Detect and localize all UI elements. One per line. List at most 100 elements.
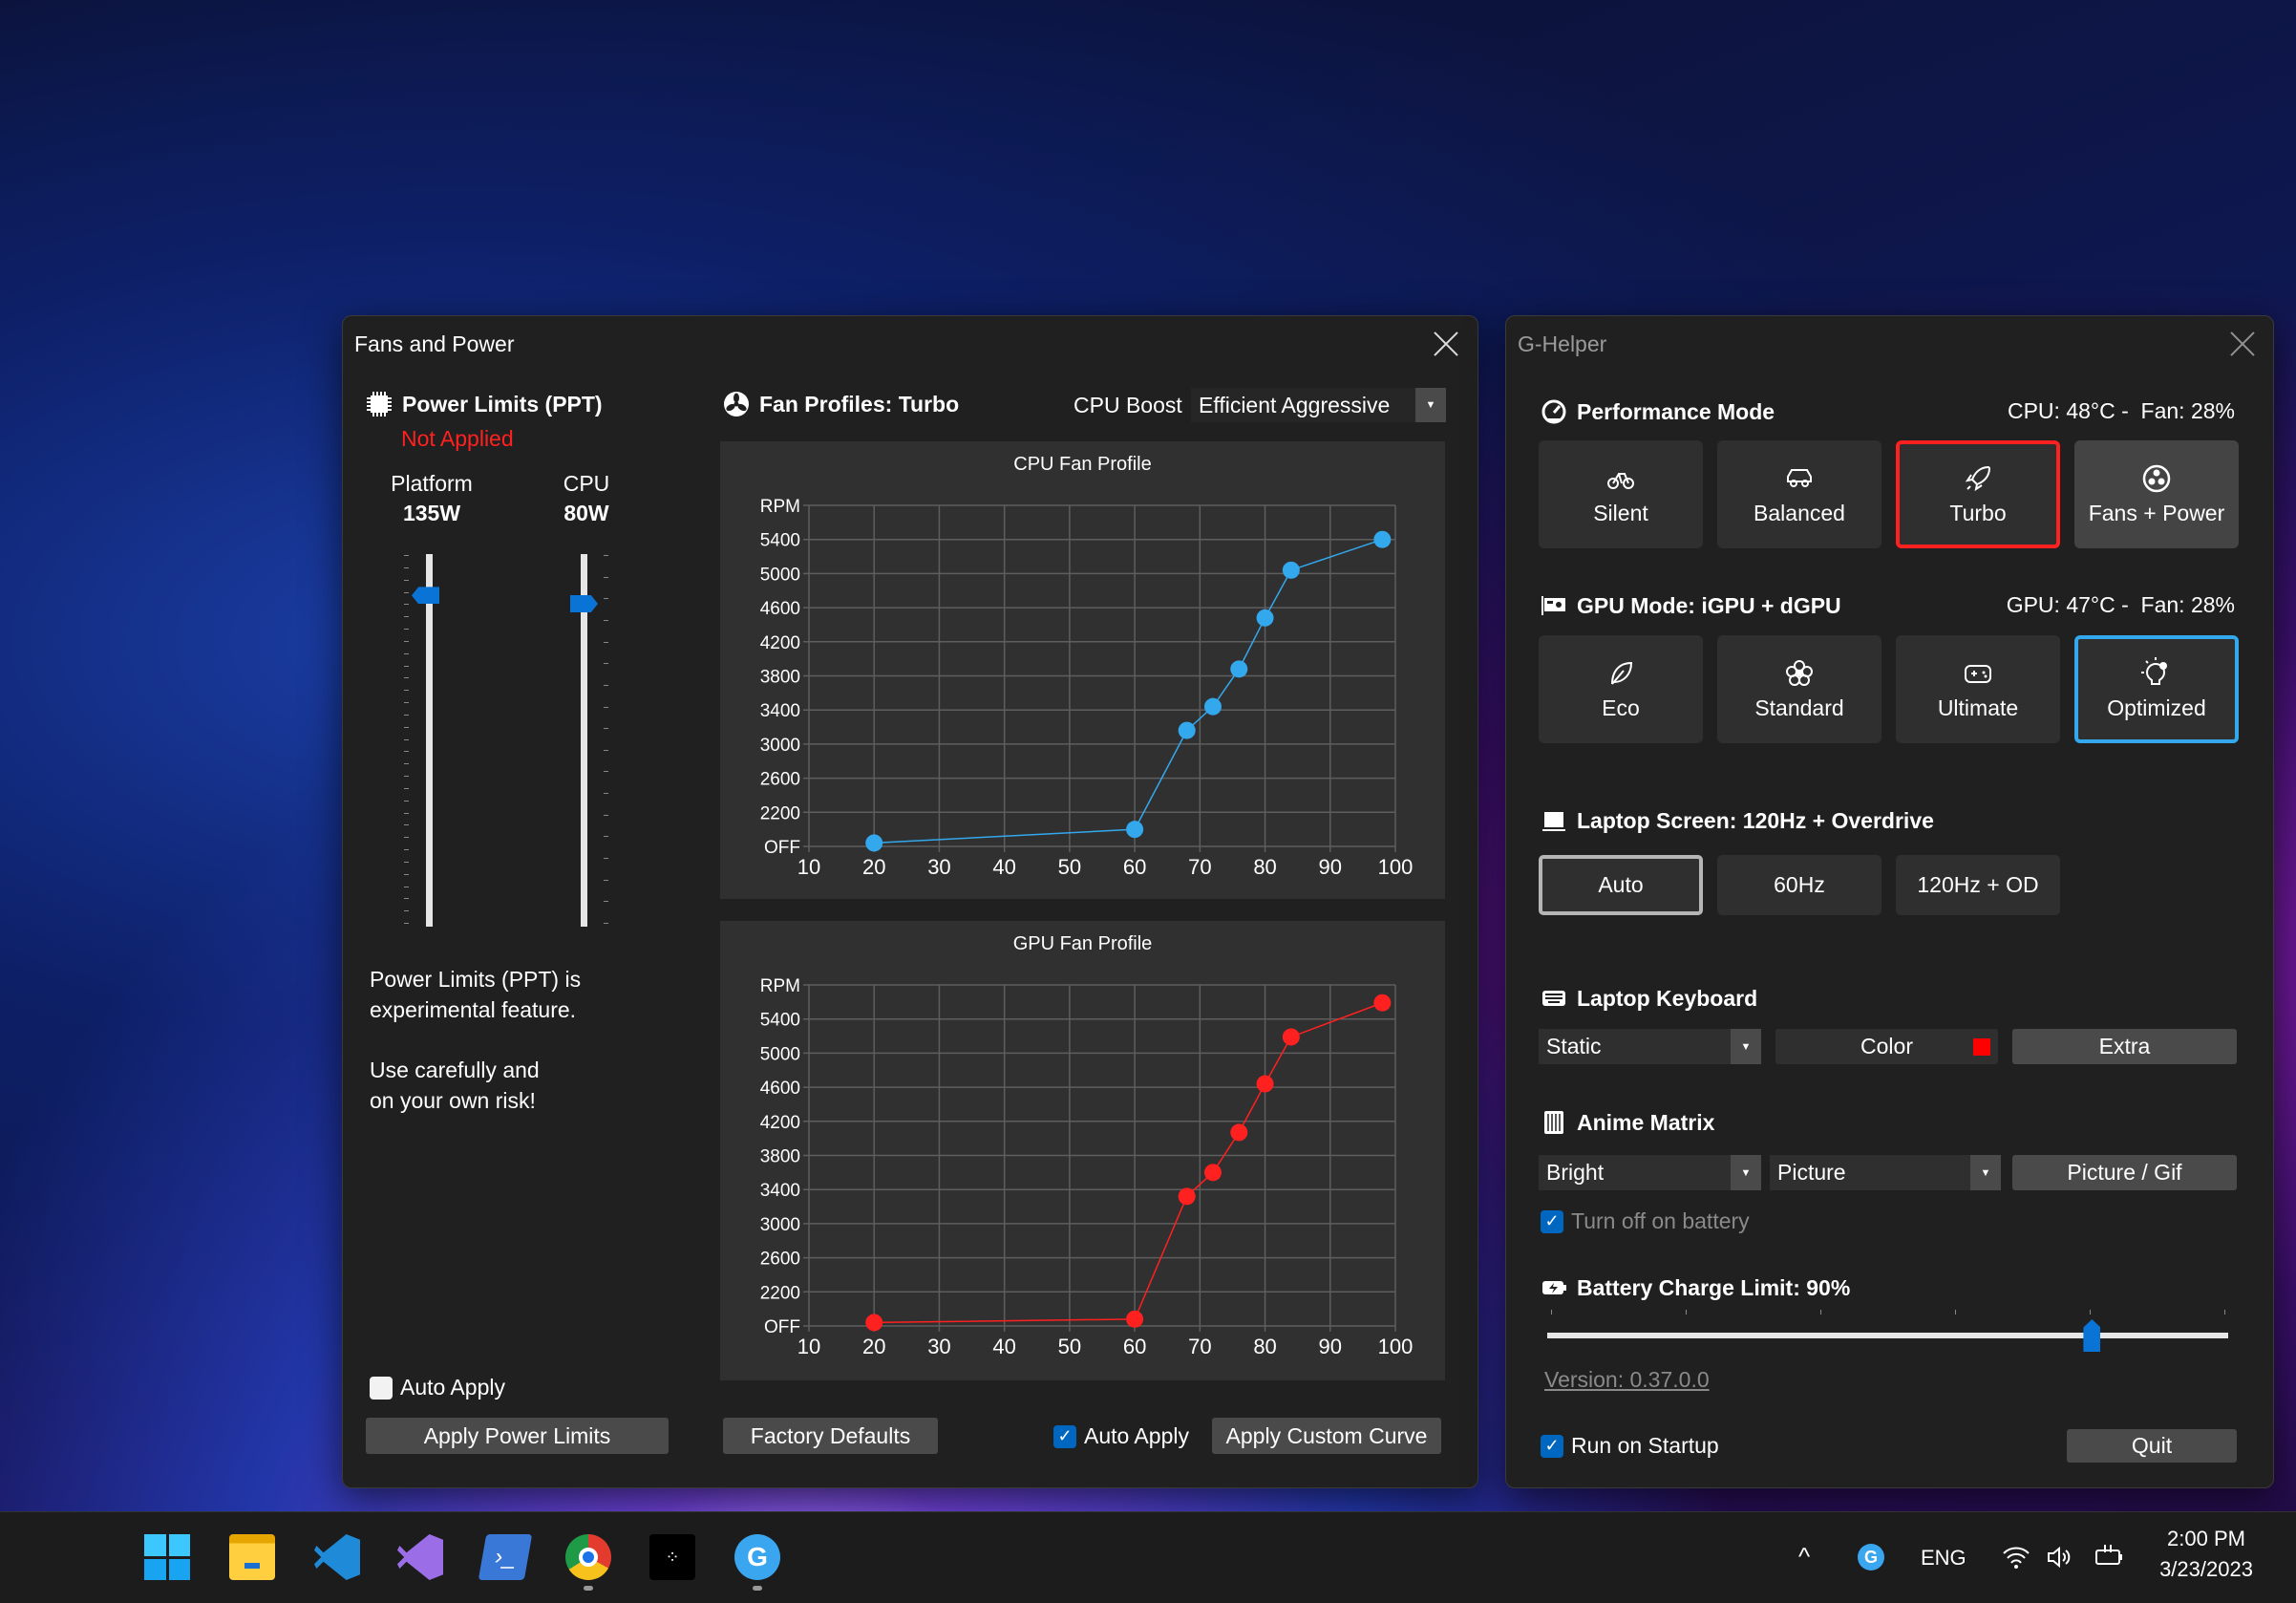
fan-curve-point[interactable] <box>1126 821 1144 839</box>
chart-title: GPU Fan Profile <box>1013 933 1153 954</box>
battery-icon[interactable] <box>2094 1541 2124 1571</box>
performance-mode-balanced-button[interactable]: Balanced <box>1717 440 1881 548</box>
fan-curve-point[interactable] <box>1203 1164 1222 1182</box>
cpu-slider-thumb[interactable] <box>570 595 598 612</box>
y-tick-label: OFF <box>764 838 800 858</box>
cpu-fan-chart: CPU Fan Profile 10 20 30 40 50 60 70 80 90 100 OFF 2… <box>720 441 1445 899</box>
fan-curve-point[interactable] <box>1126 1310 1144 1328</box>
leaf-icon <box>1611 661 1633 685</box>
keyboard-mode-dropdown[interactable]: Static ▼ <box>1539 1029 1761 1064</box>
fan-curve-point[interactable] <box>1230 1123 1248 1142</box>
taskbar <box>0 1511 2296 1603</box>
checkbox-box[interactable]: ✓ <box>1541 1209 1563 1233</box>
close-icon[interactable] <box>1432 330 1460 358</box>
turn-off-on-battery-checkbox[interactable]: ✓ Turn off on battery <box>1541 1208 1750 1234</box>
y-tick-label: OFF <box>764 1317 800 1337</box>
slider-tick <box>604 663 608 665</box>
mode-label: Ultimate <box>1937 695 2019 720</box>
fan-curve-point[interactable] <box>1373 530 1392 548</box>
screen-120hz-od-button[interactable]: 120Hz + OD <box>1896 855 2060 915</box>
chevron-down-icon[interactable]: ▼ <box>1415 388 1446 422</box>
chevron-down-icon[interactable]: ▼ <box>1731 1155 1761 1190</box>
slider-tick <box>404 566 409 568</box>
slider-tick <box>404 702 409 703</box>
fan-curve-point[interactable] <box>1282 561 1300 579</box>
powershell-icon[interactable]: ›_ <box>478 1534 533 1580</box>
show-hidden-icons-chevron-icon[interactable]: ^ <box>1798 1542 1811 1571</box>
x-tick-label: 80 <box>1253 855 1276 879</box>
performance-mode-turbo-button[interactable]: Turbo <box>1896 440 2060 548</box>
fan-curve-point[interactable] <box>865 834 883 852</box>
clock-date[interactable]: 3/23/2023 <box>2159 1557 2253 1581</box>
gpu-mode-optimized-button[interactable]: Optimized <box>2074 635 2239 743</box>
y-tick-label: 3800 <box>760 668 800 688</box>
slider-tick <box>404 629 409 630</box>
keyboard-extra-button[interactable]: Extra <box>2012 1029 2237 1064</box>
apply-power-limits-button[interactable]: Apply Power Limits <box>366 1418 669 1454</box>
fan-curve-point[interactable] <box>1256 609 1274 627</box>
wifi-icon[interactable] <box>2002 1545 2030 1570</box>
keyboard-color-button[interactable]: Color <box>1775 1029 1998 1064</box>
windows-start-icon[interactable] <box>144 1534 190 1580</box>
fan-curve-point[interactable] <box>1178 721 1196 739</box>
checkbox-box[interactable]: ✓ <box>1053 1424 1076 1448</box>
y-tick-label: 5000 <box>760 1044 800 1064</box>
fan-icon <box>724 392 749 417</box>
fan-curve-point[interactable] <box>1230 660 1248 678</box>
matrix-brightness-dropdown[interactable]: Bright ▼ <box>1539 1155 1761 1190</box>
fan-curve-point[interactable] <box>1203 697 1222 716</box>
quit-button[interactable]: Quit <box>2067 1429 2237 1463</box>
performance-mode-fans-power-button[interactable]: Fans + Power <box>2074 440 2239 548</box>
y-tick-label: 3800 <box>760 1147 800 1167</box>
version-link[interactable]: Version: 0.37.0.0 <box>1544 1367 1710 1392</box>
speedometer-icon <box>1541 399 1566 424</box>
tidal-icon[interactable]: ⁘ <box>649 1534 695 1580</box>
close-icon[interactable] <box>2228 330 2257 358</box>
performance-mode-silent-button[interactable]: Silent <box>1539 440 1703 548</box>
x-tick-label: 10 <box>797 1335 820 1358</box>
ghelper-icon[interactable]: G <box>734 1534 780 1580</box>
fans-auto-apply-checkbox[interactable]: ✓ Auto Apply <box>1053 1423 1189 1449</box>
gpu-mode-eco-button[interactable]: Eco <box>1539 635 1703 743</box>
note-line: experimental feature. <box>370 997 577 1022</box>
gpu-mode-standard-button[interactable]: Standard <box>1717 635 1881 743</box>
fan-curve-point[interactable] <box>1282 1028 1300 1046</box>
screen-auto-button[interactable]: Auto <box>1539 855 1703 915</box>
platform-slider-track[interactable] <box>426 554 433 927</box>
power-limits-header: Power Limits (PPT) <box>366 391 603 417</box>
language-indicator[interactable]: ENG <box>1921 1546 1966 1570</box>
file-explorer-icon[interactable] <box>229 1534 275 1580</box>
chevron-down-icon[interactable]: ▼ <box>1731 1029 1761 1064</box>
fan-curve-point[interactable] <box>865 1314 883 1332</box>
ghelper-tray-icon[interactable]: G <box>1858 1544 1884 1571</box>
battery-limit-slider-track[interactable] <box>1547 1333 2228 1338</box>
chrome-icon[interactable] <box>565 1534 611 1580</box>
volume-icon[interactable] <box>2046 1545 2074 1570</box>
chart-svg[interactable]: CPU Fan Profile 10 20 30 40 50 60 70 80 90 100 OFF 2… <box>720 441 1445 901</box>
checkbox-box[interactable]: ✓ <box>1541 1434 1563 1458</box>
fan-curve-point[interactable] <box>1373 994 1392 1012</box>
clock-time[interactable]: 2:00 PM <box>2167 1527 2245 1550</box>
window-title: Fans and Power <box>354 331 515 356</box>
fan-curve-point[interactable] <box>1178 1187 1196 1206</box>
platform-slider-thumb[interactable] <box>412 587 439 605</box>
checkbox-box[interactable] <box>370 1376 393 1400</box>
flower-icon <box>1786 660 1813 686</box>
slider-tick <box>604 619 608 621</box>
slider-tick <box>404 812 409 814</box>
screen-60hz-button[interactable]: 60Hz <box>1717 855 1881 915</box>
chevron-down-icon[interactable]: ▼ <box>1970 1155 2001 1190</box>
cpu-boost-dropdown[interactable]: Efficient Aggressive ▼ <box>1191 388 1446 422</box>
cpu-slider-track[interactable] <box>581 554 587 927</box>
power-auto-apply-checkbox[interactable]: Auto Apply <box>370 1375 505 1400</box>
chart-svg[interactable]: GPU Fan Profile 10 20 30 40 50 60 70 80 90 100 OFF 2… <box>720 921 1445 1380</box>
battery-limit-slider-thumb[interactable] <box>2083 1319 2101 1352</box>
factory-defaults-button[interactable]: Factory Defaults <box>723 1418 938 1454</box>
matrix-mode-dropdown[interactable]: Picture ▼ <box>1770 1155 2001 1190</box>
slider-tick <box>404 555 409 556</box>
apply-custom-curve-button[interactable]: Apply Custom Curve <box>1212 1418 1441 1454</box>
gpu-mode-ultimate-button[interactable]: Ultimate <box>1896 635 2060 743</box>
run-on-startup-checkbox[interactable]: ✓ Run on Startup <box>1541 1433 1719 1459</box>
fan-curve-point[interactable] <box>1256 1075 1274 1093</box>
picture-gif-button[interactable]: Picture / Gif <box>2012 1155 2237 1190</box>
